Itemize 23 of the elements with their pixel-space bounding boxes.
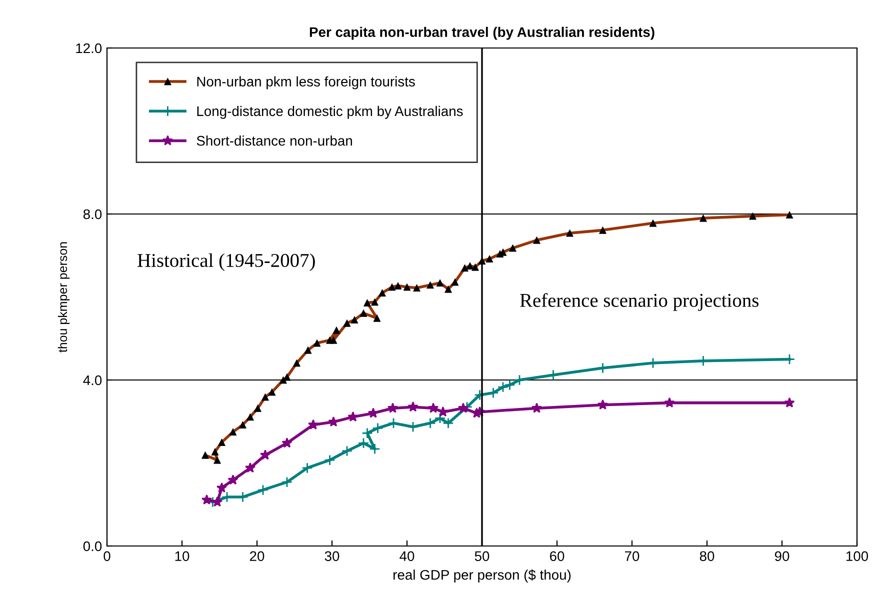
legend-label: Short-distance non-urban [196,136,352,146]
annotation: Historical (1945-2007) [138,253,315,271]
y-tick-label: 8.0 [83,209,102,220]
x-tick-label: 70 [624,551,640,562]
x-tick-label: 90 [774,551,790,562]
legend-label: Long-distance domestic pkm by Australians [197,106,463,119]
x-tick-label: 0 [104,551,110,562]
x-tick-label: 100 [846,551,868,562]
y-tick-label: 12.0 [76,43,102,54]
x-axis-title: real GDP per person ($ thou) [394,569,571,583]
y-tick-label: 4.0 [83,375,102,386]
x-tick-label: 50 [474,551,490,562]
annotation: Reference scenario projections [520,293,758,311]
x-tick-label: 10 [175,551,190,562]
legend-label: Non-urban pkm less foreign tourists [197,76,415,90]
y-tick-label: 0.0 [83,541,102,552]
x-tick-label: 40 [400,551,414,562]
x-tick-label: 20 [250,551,264,562]
x-tick-label: 30 [324,551,340,562]
chart-title: Per capita non-urban travel (by Australian residents) [310,26,654,40]
x-tick-label: 60 [550,551,564,562]
x-tick-label: 80 [700,551,714,562]
y-axis-title: thou pkmper person [58,242,70,352]
